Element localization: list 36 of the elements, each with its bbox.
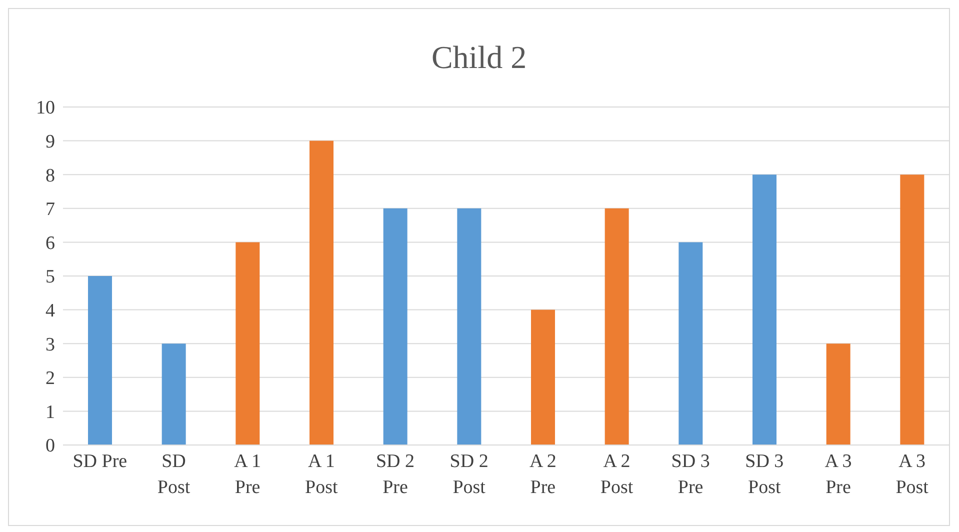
- bar: [236, 242, 260, 445]
- y-tick-label: 8: [46, 165, 55, 186]
- y-tick-label: 9: [46, 132, 55, 153]
- x-tick-label: A 2 Pre: [529, 451, 556, 498]
- bar: [162, 344, 186, 445]
- bar: [752, 174, 776, 445]
- y-tick-label: 4: [46, 300, 56, 322]
- x-tick-label: SD Pre: [72, 451, 128, 472]
- chart-title: Child 2: [430, 39, 528, 76]
- x-tick-label: SD 3 Post: [745, 451, 784, 498]
- bar: [604, 208, 629, 445]
- x-tick-label: A 1 Pre: [234, 451, 262, 498]
- bar: [310, 140, 334, 445]
- bar: [826, 344, 850, 445]
- y-tick-label: 2: [46, 368, 55, 390]
- bar: [531, 310, 555, 445]
- x-tick-label: A 1 Post: [305, 451, 339, 498]
- y-tick-label: 7: [46, 199, 55, 220]
- x-tick-label: SD 2 Post: [450, 451, 488, 498]
- x-tick-label: SD Post: [157, 451, 191, 498]
- bar: [457, 208, 482, 445]
- y-tick-label: 5: [46, 266, 55, 288]
- y-tick-label: 3: [46, 334, 55, 356]
- bar: [678, 242, 703, 445]
- y-tick-label: 0: [46, 436, 55, 457]
- y-tick-label: 6: [46, 232, 55, 254]
- y-tick-label: 10: [36, 98, 55, 119]
- bar: [88, 276, 112, 445]
- y-tick-label: 1: [46, 402, 55, 423]
- x-tick-label: SD 3 Pre: [671, 451, 710, 498]
- x-tick-label: A 3 Post: [896, 451, 930, 498]
- x-tick-label: SD 2 Pre: [376, 451, 415, 498]
- bar: [383, 208, 408, 445]
- bar: [900, 174, 924, 445]
- x-tick-label: A 2 Post: [600, 451, 634, 498]
- x-tick-label: A 3 Pre: [824, 451, 852, 498]
